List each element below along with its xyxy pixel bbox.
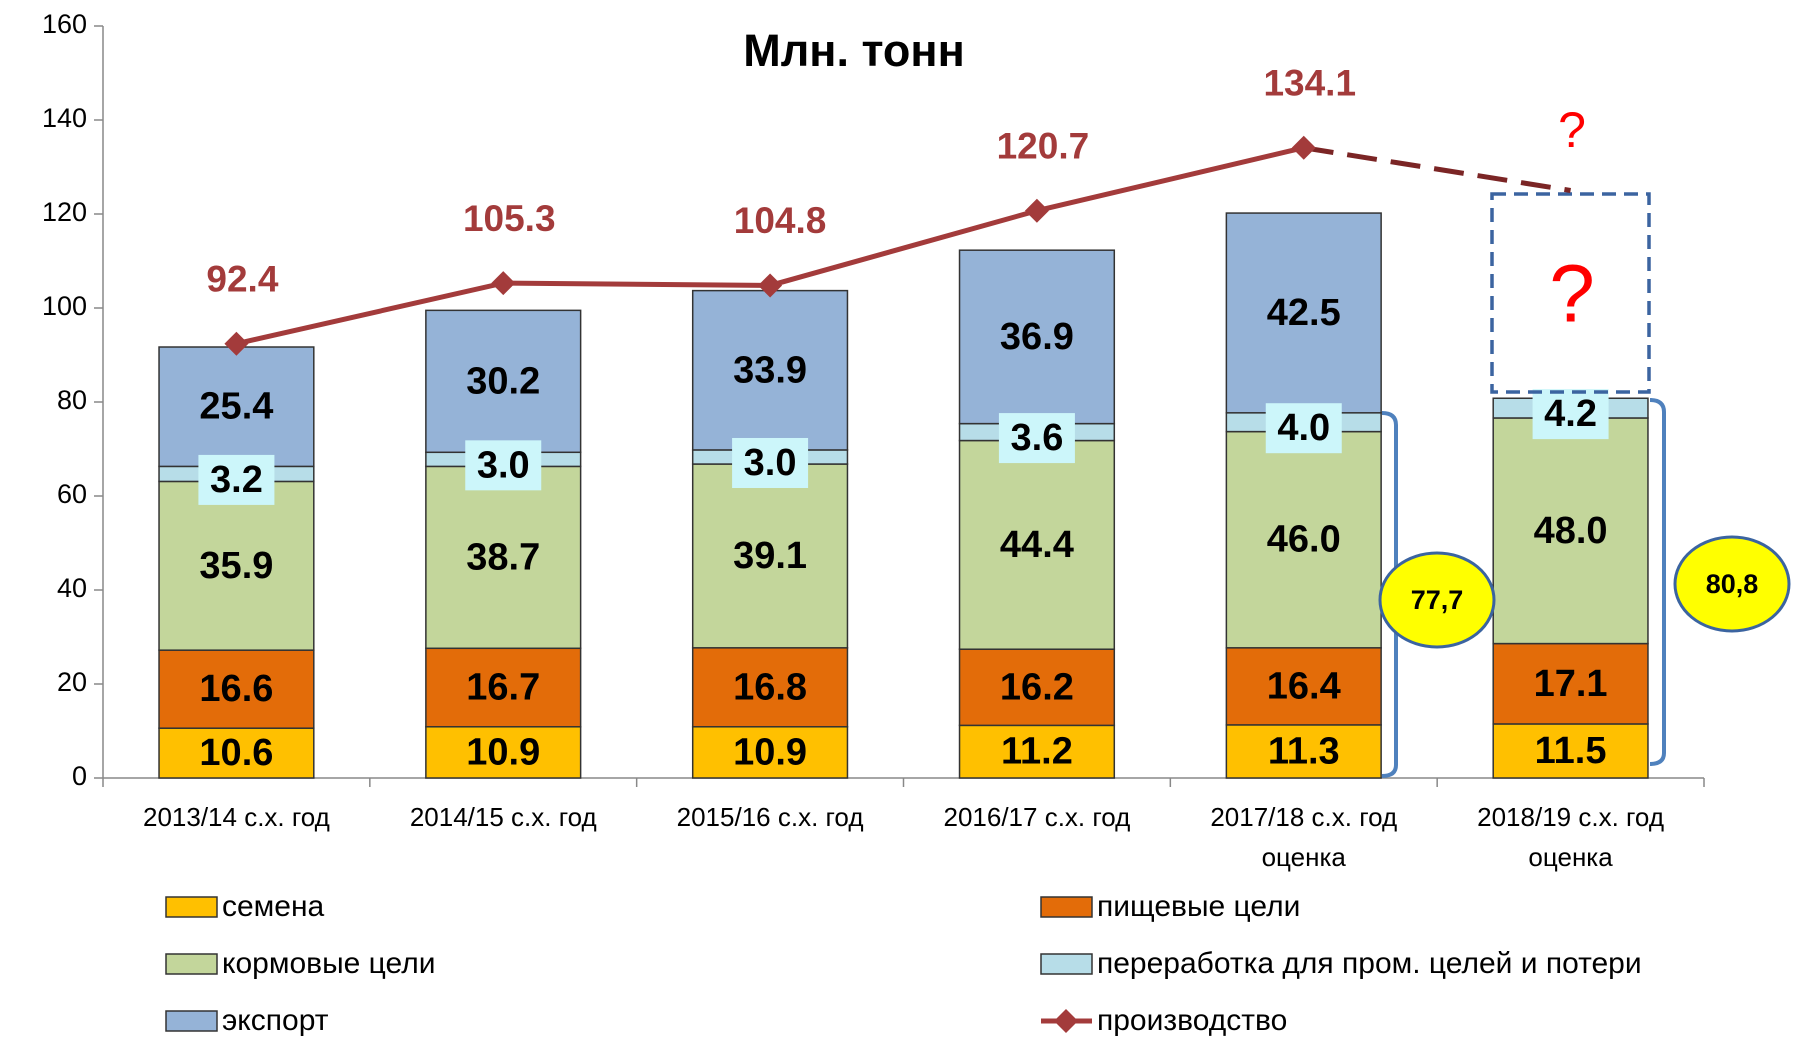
- bar-segment: [425, 465, 582, 650]
- data-label: 3.0: [477, 444, 530, 486]
- data-label: 36.9: [1000, 316, 1074, 358]
- label-box: [1532, 389, 1609, 440]
- line-marker: [1024, 198, 1049, 223]
- data-label: 30.2: [466, 360, 540, 402]
- bar-segment: [1225, 647, 1382, 726]
- x-tick-label: 2015/16 с.х. год: [677, 802, 864, 832]
- line-label: 92.4: [206, 259, 278, 300]
- data-label: 10.9: [466, 731, 540, 773]
- data-label: 42.5: [1267, 292, 1341, 334]
- data-label: 16.7: [466, 667, 540, 709]
- label-box: [998, 413, 1075, 464]
- label-box: [198, 454, 275, 505]
- data-label: 11.2: [1001, 731, 1073, 773]
- data-label: 11.5: [1535, 730, 1607, 772]
- bar-segment: [691, 726, 849, 779]
- data-label: 3.0: [744, 442, 797, 484]
- data-label: 3.2: [210, 459, 263, 501]
- callout: [1378, 551, 1496, 649]
- label-box: [465, 440, 542, 491]
- line-marker: [491, 271, 516, 296]
- line-marker: [1291, 135, 1316, 160]
- data-label: 16.8: [733, 666, 807, 708]
- data-label: 46.0: [1267, 519, 1341, 561]
- callout: [1673, 535, 1791, 633]
- bar-segment: [1492, 642, 1649, 725]
- bar-segment: [425, 309, 582, 454]
- bar-segment: [958, 439, 1116, 650]
- data-label: 3.6: [1011, 417, 1064, 459]
- data-label: 10.6: [199, 732, 273, 774]
- legend-label: производство: [1097, 1004, 1287, 1037]
- data-label: 48.0: [1534, 510, 1608, 552]
- question-mark: ?: [1558, 102, 1586, 158]
- legend-swatch: [1040, 953, 1093, 975]
- bar-segment: [958, 249, 1116, 425]
- legend-label: семена: [222, 890, 325, 923]
- bar-segment: [958, 648, 1116, 727]
- data-label: 10.9: [733, 731, 807, 773]
- legend-label: пищевые цели: [1097, 890, 1300, 923]
- unknown-box: [1490, 192, 1651, 394]
- data-label: 35.9: [199, 545, 273, 587]
- data-label: 39.1: [733, 535, 807, 577]
- question-mark: ?: [1549, 249, 1595, 340]
- data-label: 38.7: [466, 536, 540, 578]
- y-tick-label: 120: [42, 197, 87, 227]
- data-label: 25.4: [199, 386, 273, 428]
- y-tick-label: 60: [57, 479, 87, 509]
- line-label: 134.1: [1263, 63, 1356, 104]
- legend-marker: [1054, 1009, 1078, 1033]
- line-marker: [758, 273, 783, 298]
- y-tick-label: 160: [42, 9, 87, 39]
- legend-label: переработка для пром. целей и потери: [1097, 947, 1642, 980]
- bar-segment: [425, 647, 582, 728]
- x-tick-label: 2014/15 с.х. год: [410, 802, 597, 832]
- line-label: 105.3: [463, 198, 556, 239]
- data-label: 16.2: [1000, 666, 1074, 708]
- callout-text: 80,8: [1706, 569, 1759, 599]
- line-label: 120.7: [997, 125, 1090, 166]
- bar-segment: [958, 724, 1116, 779]
- data-label: 44.4: [1000, 524, 1074, 566]
- data-label: 16.6: [199, 668, 273, 710]
- bar-segment: [1225, 430, 1382, 649]
- callout-text: 77,7: [1411, 585, 1464, 615]
- legend-label: кормовые цели: [222, 947, 435, 980]
- y-tick-label: 20: [57, 667, 87, 697]
- data-label: 4.2: [1544, 393, 1597, 435]
- y-tick-label: 100: [42, 291, 87, 321]
- legend-swatch: [165, 1010, 218, 1032]
- data-label: 16.4: [1267, 665, 1341, 707]
- data-label: 33.9: [733, 349, 807, 391]
- line-dashed: [1303, 145, 1571, 193]
- data-label: 11.3: [1268, 730, 1340, 772]
- label-box: [732, 437, 809, 488]
- y-tick-label: 0: [72, 761, 87, 791]
- chart-title: Млн. тонн: [743, 25, 965, 76]
- y-tick-label: 140: [42, 103, 87, 133]
- x-tick-label: 2018/19 с.х. год оценка: [1477, 802, 1664, 872]
- line-marker: [224, 331, 249, 356]
- x-tick-label: 2017/18 с.х. год оценка: [1210, 802, 1397, 872]
- y-tick-label: 80: [57, 385, 87, 415]
- line-label: 104.8: [734, 200, 827, 241]
- bar-segment: [691, 647, 849, 728]
- legend-swatch: [1040, 896, 1093, 918]
- legend-label: экспорт: [222, 1004, 329, 1037]
- data-label: 17.1: [1534, 663, 1608, 705]
- x-tick-label: 2016/17 с.х. год: [943, 802, 1130, 832]
- label-box: [1265, 403, 1342, 454]
- x-tick-label: 2013/14 с.х. год: [143, 802, 330, 832]
- legend-swatch: [165, 896, 218, 918]
- bar-segment: [691, 289, 849, 451]
- data-label: 4.0: [1277, 407, 1330, 449]
- bar-segment: [1492, 417, 1649, 645]
- bracket: [1649, 398, 1666, 766]
- bar-segment: [425, 726, 582, 779]
- legend-swatch: [165, 953, 218, 975]
- y-tick-label: 40: [57, 573, 87, 603]
